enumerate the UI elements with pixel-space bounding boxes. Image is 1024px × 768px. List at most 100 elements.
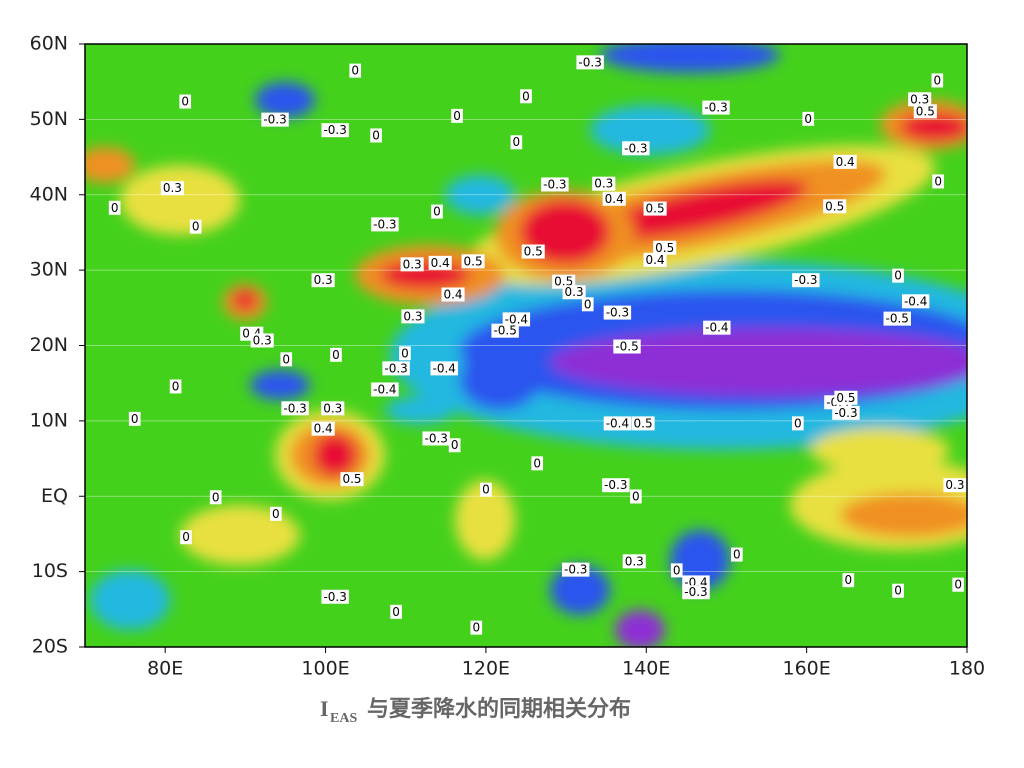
contour-label: 0.3 (323, 401, 342, 415)
contour-label: -0.3 (604, 478, 627, 492)
contour-label-box (892, 268, 904, 283)
contour-label-box (311, 421, 335, 436)
contour-label-box (480, 482, 492, 497)
contour-label: -0.3 (684, 585, 707, 599)
y-tick-label: 40N (30, 183, 68, 205)
contour-label-box (913, 104, 937, 119)
y-tick-label: 20N (30, 334, 68, 356)
contour-label: -0.3 (323, 590, 346, 604)
title-sub: EAS (330, 711, 357, 726)
contour-label: -0.5 (493, 324, 516, 338)
contour-label-box (280, 352, 293, 367)
contour-label-box (382, 361, 410, 376)
contour-label: 0.5 (524, 245, 543, 259)
contour-label-box (670, 563, 683, 578)
contour-label-box (602, 191, 626, 206)
contour-label: 0.3 (625, 554, 644, 568)
contour-label: 0.4 (443, 287, 462, 301)
contour-label: 0.3 (565, 285, 584, 299)
contour-label-box (908, 92, 932, 107)
contour-label-box (603, 416, 632, 431)
contour-label-box (270, 506, 282, 521)
y-tick-label: 10S (32, 560, 68, 582)
contour-label-box (520, 89, 532, 104)
contour-label-box (630, 489, 642, 504)
contour-label-box (281, 401, 309, 416)
contour-label: 0 (733, 548, 741, 562)
contour-label: 0 (351, 64, 359, 78)
contour-label: 0.3 (253, 333, 272, 347)
contour-label-box (371, 217, 399, 232)
contour-label: 0 (482, 483, 490, 497)
contour-label: 0.5 (342, 472, 361, 486)
contour-label: 0.4 (646, 253, 665, 267)
contour-label-box (832, 405, 860, 420)
contour-label: 0 (513, 135, 521, 149)
contour-label-box (399, 346, 411, 361)
y-tick-label: 30N (30, 259, 68, 281)
contour-label: 0.5 (836, 391, 855, 405)
contour-label-box (349, 63, 362, 78)
contour-label-box (576, 55, 604, 70)
contour-label: 0 (272, 507, 280, 521)
contour-label-box (834, 390, 858, 405)
contour-label-box (791, 416, 804, 431)
contour-label: -0.3 (384, 361, 407, 375)
contour-label-box (311, 273, 335, 288)
contour-label: 0.5 (464, 254, 483, 268)
contour-label: -0.4 (373, 382, 396, 396)
x-tick-label: 100E (301, 658, 349, 680)
contour-label-box (622, 141, 650, 156)
contour-label-box (653, 240, 677, 255)
contour-label: 0.3 (314, 273, 333, 287)
contour-label-box (160, 181, 184, 196)
contour-label: -0.5 (615, 340, 638, 354)
contour-label-box (643, 201, 667, 216)
contour-label: 0.3 (910, 92, 929, 106)
contour-label: 0.4 (605, 192, 624, 206)
contour-label-box (592, 176, 616, 191)
contour-label: -0.3 (606, 306, 629, 320)
contour-label: 0 (451, 438, 459, 452)
contour-label: 0 (522, 89, 530, 103)
contour-label-box (321, 123, 349, 138)
contour-label-box (581, 297, 594, 312)
contour-label-box (562, 285, 586, 300)
contour-label: 0.3 (403, 257, 422, 271)
contour-label: -0.3 (263, 113, 286, 127)
contour-label-box (470, 620, 483, 635)
contour-label-box (430, 361, 458, 376)
contour-label: -0.4 (606, 416, 629, 430)
title-main: I (320, 696, 329, 721)
contour-label-box (330, 347, 342, 362)
contour-label-box (552, 274, 576, 289)
contour-label-box (108, 200, 121, 215)
contour-label-box (943, 478, 967, 493)
contour-label: 0 (934, 174, 942, 188)
contour-label: 0.5 (916, 104, 935, 118)
contour-label-box (180, 530, 192, 545)
contour-label-box (883, 311, 911, 326)
y-tick-label: 10N (30, 409, 68, 431)
y-tick-label: EQ (41, 485, 68, 507)
contour-label: 0.5 (554, 275, 573, 289)
contour-label-box (823, 199, 847, 214)
contour-label-box (631, 416, 655, 431)
contour-label-box (209, 490, 222, 505)
contour-label: 0 (845, 573, 853, 587)
contour-label: 0.5 (825, 199, 844, 213)
contour-label-box (952, 577, 965, 592)
contour-label-box (931, 73, 944, 88)
contour-label: 0 (401, 346, 409, 360)
contour-label: 0 (131, 412, 139, 426)
contour-label: -0.4 (705, 321, 728, 335)
y-tick-label: 50N (30, 108, 68, 130)
contour-label: -0.3 (283, 401, 306, 415)
contour-label-box (602, 478, 630, 493)
contour-label: 0 (632, 490, 640, 504)
contour-label: 0 (894, 584, 902, 598)
x-tick-label: 140E (622, 658, 670, 680)
title-rest: 与夏季降水的同期相关分布 (367, 696, 631, 721)
contour-label: 0.3 (594, 177, 613, 191)
